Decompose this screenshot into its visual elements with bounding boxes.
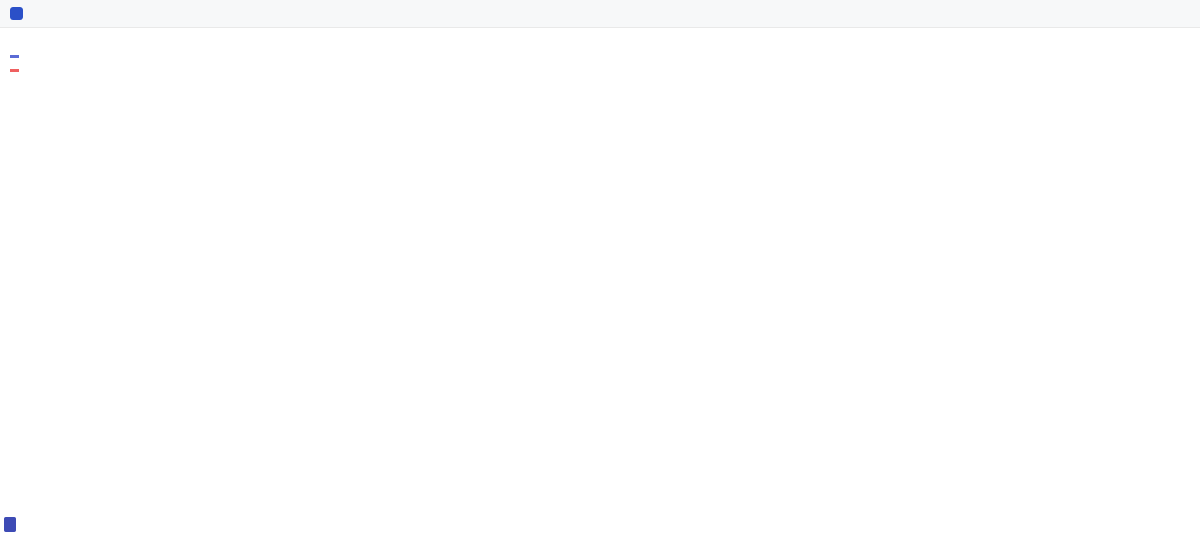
ma200-color-swatch <box>10 68 19 72</box>
symbol-title-bar <box>0 28 1200 45</box>
indicator-legend <box>10 49 24 77</box>
published-bar <box>0 0 1200 28</box>
first-date-badge <box>4 517 16 532</box>
ma70-color-swatch <box>10 54 19 58</box>
investing-favicon-icon <box>10 7 23 20</box>
ma70-legend[interactable] <box>10 49 24 63</box>
ma200-legend[interactable] <box>10 63 24 77</box>
